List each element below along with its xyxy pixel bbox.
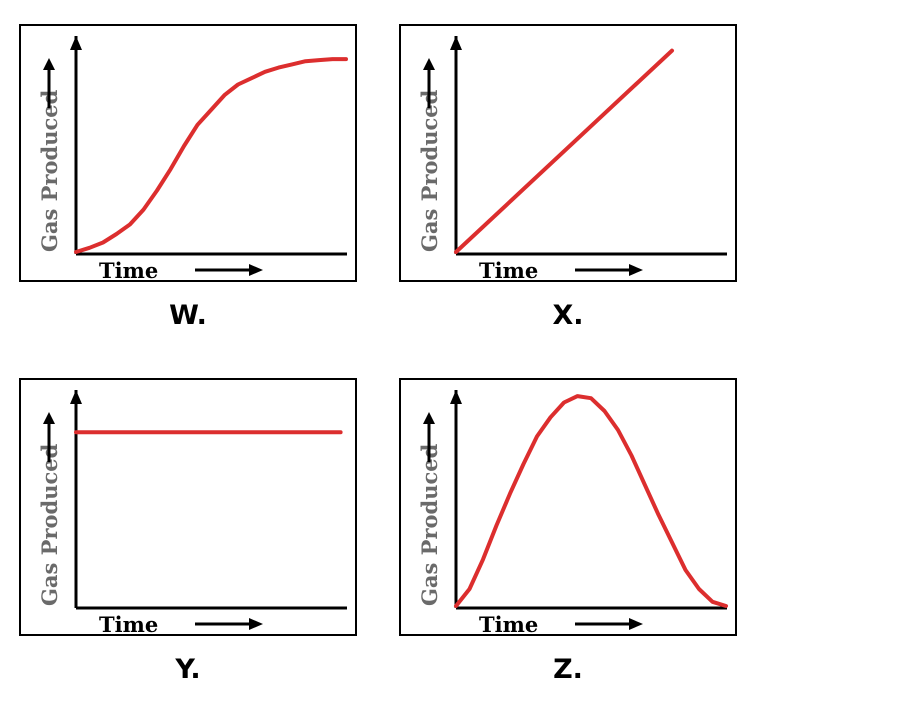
series-line: [454, 48, 674, 254]
chart-caption-w: W.: [169, 300, 207, 331]
y-axis-label: Gas Produced: [417, 89, 442, 252]
chart-caption-y: Y.: [175, 654, 201, 685]
y-axis-label: Gas Produced: [37, 443, 62, 606]
x-axis-label: Time: [479, 612, 538, 637]
y-axis-arrow-icon: [450, 390, 462, 404]
y-axis-arrow-icon: [70, 390, 82, 404]
y-axis-arrow-icon: [450, 36, 462, 50]
y-axis-label: Gas Produced: [417, 443, 442, 606]
chart-svg-w: Gas Produced Time: [37, 36, 348, 283]
curve-layer: [454, 48, 674, 254]
chart-svg-y: Gas Produced Time: [37, 390, 347, 637]
x-label-arrow-icon: [629, 618, 643, 630]
y-label-arrow-icon: [423, 58, 435, 70]
chart-caption-z: Z.: [553, 654, 583, 685]
curve-layer: [454, 394, 728, 608]
chart-panel-y: Gas Produced Time: [19, 378, 357, 637]
curve-layer: [74, 57, 348, 254]
y-label-arrow-icon: [423, 412, 435, 424]
x-label-arrow-icon: [249, 618, 263, 630]
series-line: [74, 57, 348, 254]
chart-panel-x: Gas Produced Time: [399, 24, 737, 283]
chart-caption-x: X.: [552, 300, 584, 331]
chart-svg-z: Gas Produced Time: [417, 390, 728, 637]
x-label-arrow-icon: [629, 264, 643, 276]
y-label-arrow-icon: [43, 412, 55, 424]
x-axis-label: Time: [479, 258, 538, 283]
series-line: [454, 394, 728, 608]
y-axis-label: Gas Produced: [37, 89, 62, 252]
y-axis-arrow-icon: [70, 36, 82, 50]
chart-panel-w: Gas Produced Time: [19, 24, 357, 283]
y-label-arrow-icon: [43, 58, 55, 70]
x-label-arrow-icon: [249, 264, 263, 276]
x-axis-label: Time: [99, 258, 158, 283]
chart-svg-x: Gas Produced Time: [417, 36, 727, 283]
x-axis-label: Time: [99, 612, 158, 637]
chart-panel-z: Gas Produced Time: [399, 378, 737, 637]
